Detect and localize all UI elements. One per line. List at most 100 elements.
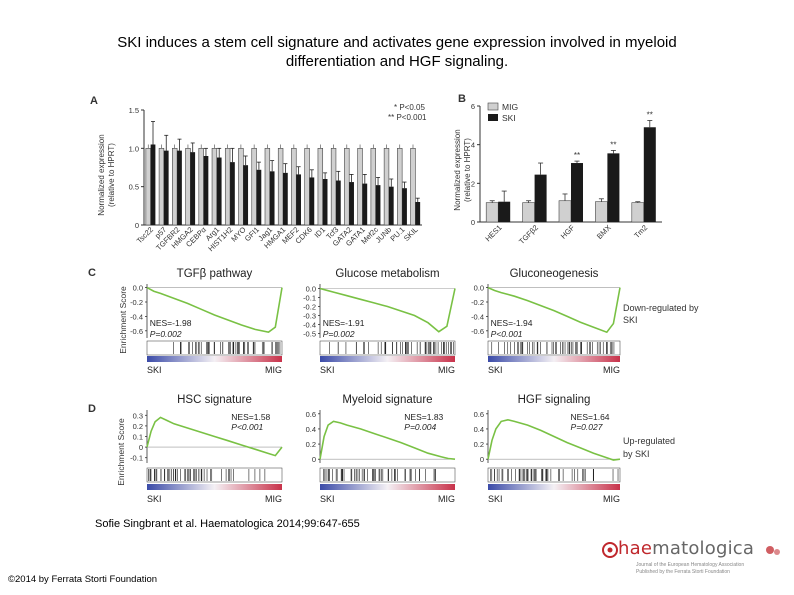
panel-c-side-label-2: SKI [623, 315, 638, 325]
panel-a-ylabel-1: Normalized expression [97, 134, 106, 215]
panel-a-bar-ski [322, 179, 328, 225]
panel-a-bar-ski [402, 188, 407, 225]
gsea-hit-frame [319, 467, 456, 483]
gsea-enrichment-line [319, 420, 456, 460]
gsea-ytick-label: 0.0 [133, 284, 143, 293]
panel-a-bar-ski [243, 165, 249, 225]
gsea-enrichment-line [487, 418, 621, 461]
panel-a-bar-mig [238, 148, 244, 226]
gsea-ytick-label: -0.5 [303, 330, 316, 339]
gsea-rank-bar [147, 484, 282, 490]
panel-c-label: C [88, 267, 96, 279]
panel-b-ytick-label: 6 [471, 102, 475, 111]
gsea-ytick-label: 0 [139, 443, 143, 452]
gsea-plot-c3: Gluconeogenesis 0.0 -0.2 -0.4 -0.6 NES=-1.94P… [471, 268, 621, 375]
gsea-end-label-mig: MIG [603, 494, 620, 504]
gsea-enrichment-line [319, 287, 456, 333]
panel-a-bar-ski [230, 162, 235, 225]
panel-a-bar-ski [415, 202, 421, 225]
gsea-title: Gluconeogenesis [510, 268, 599, 280]
panel-a-bar-ski [388, 186, 394, 225]
gsea-ytick-label: -0.3 [303, 312, 316, 321]
logo-dot [607, 547, 613, 553]
panel-a-bar-mig [251, 148, 257, 226]
panel-a-bar-ski [190, 152, 196, 225]
gsea-ytick-label: -0.2 [471, 298, 484, 307]
panel-a-sig-2: ** P<0.001 [388, 113, 427, 122]
panel-b-bar-mig [631, 202, 645, 223]
gsea-ytick-label: -0.1 [303, 294, 316, 303]
panel-a-bar-mig [145, 148, 151, 226]
gsea-ytick-label: 0.4 [474, 425, 484, 434]
panel-b-ytick-label: 0 [471, 218, 475, 227]
gsea-ytick-label: 0.2 [474, 440, 484, 449]
gsea-ytick-label: -0.1 [130, 454, 143, 463]
panel-b-bar-mig [558, 200, 572, 223]
gsea-nes: NES=1.64 [571, 412, 610, 422]
panel-a-bar-ski [269, 171, 275, 225]
copyright: ©2014 by Ferrata Storti Foundation [8, 574, 158, 585]
gsea-enrichment-line [146, 416, 283, 457]
panel-b-label: B [458, 93, 466, 105]
panel-a-bar-ski [362, 183, 368, 225]
panel-b-ytick-label: 4 [471, 141, 475, 150]
panel-a-bar-mig [277, 148, 284, 226]
panel-d-ylabel: Enrichment Score [116, 418, 126, 486]
gsea-end-label-ski: SKI [488, 494, 503, 504]
logo-ring [602, 542, 618, 558]
panel-b-category-label: HES1 [483, 223, 503, 243]
panel-a-bar-mig [158, 148, 165, 226]
gsea-enrichment-line [487, 286, 621, 334]
panel-a-bar-mig [317, 148, 324, 226]
panel-a-bar-mig [357, 148, 363, 226]
panel-b-legend-label-ski: SKI [502, 113, 516, 123]
panel-a-bar-mig [224, 148, 231, 226]
panel-d-side-label-2: by SKI [623, 449, 650, 459]
gsea-hit-frame [319, 340, 456, 356]
panel-b-ylabel-1: Normalized expression [453, 129, 462, 210]
logo-cell-2 [774, 549, 780, 555]
panel-a-chart: 00.51.01.5Tsc22p57TGFBR2HMGA2CEBPαArg1HI… [129, 106, 422, 253]
panel-a-bar-mig [172, 148, 178, 226]
gsea-pvalue: P<0.001 [491, 329, 523, 339]
gsea-end-label-mig: MIG [265, 494, 282, 504]
panel-b-bar-ski [498, 201, 511, 222]
gsea-ytick-label: 0 [480, 455, 484, 464]
panel-a-category-label: SKIL [402, 225, 420, 243]
panel-a-ylabel-2: (relative to HPRT) [107, 143, 116, 207]
panel-b-bar-ski [571, 163, 583, 222]
panel-a-bar-ski [256, 169, 262, 225]
gsea-plot-d3: HGF signaling 0.6 0.4 0.2 0 NES=1.64P=0.027 SK… [474, 394, 621, 504]
panel-b-bar-ski [643, 127, 656, 222]
panel-a-ytick-label: 1.0 [129, 144, 139, 153]
gsea-end-label-ski: SKI [147, 365, 162, 375]
panel-b-significance: ** [610, 140, 616, 149]
gsea-nes: NES=-1.94 [491, 318, 533, 328]
panel-a-bar-mig [185, 148, 191, 226]
citation: Sofie Singbrant et al. Haematologica 201… [95, 518, 360, 530]
panel-a-bar-mig [211, 148, 218, 226]
panel-b-bar-mig [595, 201, 608, 223]
panel-b-bar-mig [485, 202, 499, 223]
panel-a-ylabel: Normalized expression (relative to HPRT) [97, 134, 116, 215]
gsea-rank-bar [488, 356, 620, 362]
panel-b-legend-swatch-mig [487, 102, 499, 111]
gsea-ytick-label: -0.4 [303, 321, 316, 330]
gsea-plot-d2: Myeloid signature 0.6 0.4 0.2 0 NES=1.83P=0.0… [306, 394, 456, 504]
panel-d-label: D [88, 403, 96, 415]
gsea-ytick-label: 0.2 [306, 440, 316, 449]
gsea-title: HSC signature [177, 394, 252, 406]
panel-a-label: A [90, 95, 98, 107]
panel-a-bar-mig [330, 148, 337, 226]
gsea-end-label-mig: MIG [438, 494, 455, 504]
panel-a-bar-mig [264, 148, 271, 226]
gsea-ytick-label: 0.0 [474, 284, 484, 293]
panel-a-bar-ski [375, 185, 381, 225]
gsea-plot-c1: TGFβ pathway 0.0 -0.2 -0.4 -0.6 NES=-1.98P=0.… [130, 268, 283, 375]
gsea-rank-bar [488, 484, 620, 490]
gsea-plot-c2: Glucose metabolism 0.0-0.1-0.2-0.3-0.4-0.… [303, 268, 456, 375]
gsea-ytick-label: -0.6 [130, 327, 143, 336]
logo-name-rest: matologica [652, 538, 755, 559]
panel-b-bar-ski [534, 174, 547, 222]
